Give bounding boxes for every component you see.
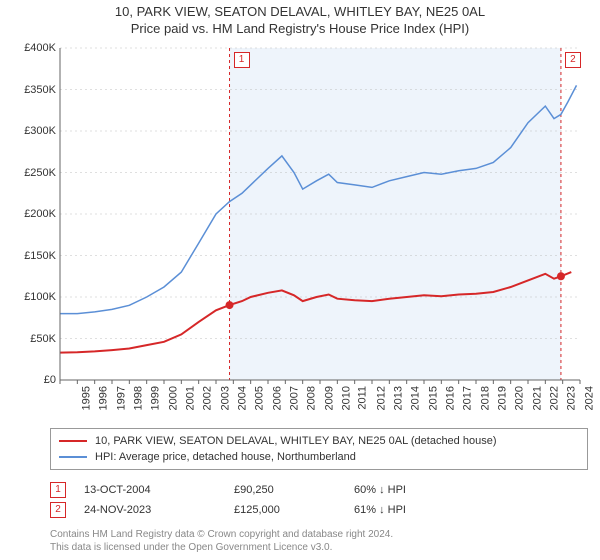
x-axis-label: 2003 bbox=[219, 386, 231, 410]
x-axis-label: 2020 bbox=[514, 386, 526, 410]
x-axis-label: 2021 bbox=[531, 386, 543, 410]
x-axis-label: 2019 bbox=[496, 386, 508, 410]
sale-marker-2: 2 bbox=[565, 52, 581, 68]
x-axis-label: 1995 bbox=[80, 386, 92, 410]
x-axis-label: 2008 bbox=[306, 386, 318, 410]
x-axis-label: 2005 bbox=[254, 386, 266, 410]
sale-row: 2 24-NOV-2023£125,00061% ↓ HPI bbox=[50, 500, 588, 520]
sale-marker-1: 1 bbox=[234, 52, 250, 68]
y-axis-label: £350K bbox=[24, 84, 56, 96]
x-axis-label: 2014 bbox=[410, 386, 422, 410]
legend-item: 10, PARK VIEW, SEATON DELAVAL, WHITLEY B… bbox=[59, 433, 579, 449]
legend: 10, PARK VIEW, SEATON DELAVAL, WHITLEY B… bbox=[50, 428, 588, 470]
y-axis-label: £100K bbox=[24, 291, 56, 303]
x-axis-label: 2000 bbox=[167, 386, 179, 410]
sale-price: £90,250 bbox=[234, 484, 354, 496]
x-axis-label: 1998 bbox=[132, 386, 144, 410]
footer-line: Contains HM Land Registry data © Crown c… bbox=[50, 528, 588, 541]
sale-date: 24-NOV-2023 bbox=[84, 504, 234, 516]
x-axis-label: 2017 bbox=[462, 386, 474, 410]
x-axis-label: 2010 bbox=[340, 386, 352, 410]
line-chart bbox=[10, 40, 590, 420]
y-axis-label: £150K bbox=[24, 250, 56, 262]
x-axis-label: 2002 bbox=[202, 386, 214, 410]
x-axis-label: 2012 bbox=[375, 386, 387, 410]
chart-area: £0 £50K £100K £150K £200K £250K £300K £350K £400… bbox=[10, 40, 590, 420]
x-axis-label: 2011 bbox=[357, 386, 369, 410]
x-axis-label: 2001 bbox=[184, 386, 196, 410]
x-axis-label: 2015 bbox=[427, 386, 439, 410]
x-axis-label: 2023 bbox=[566, 386, 578, 410]
sales-table: 1 13-OCT-2004£90,25060% ↓ HPI 2 24-NOV-2023… bbox=[50, 480, 588, 520]
sale-date: 13-OCT-2004 bbox=[84, 484, 234, 496]
chart-title: 10, PARK VIEW, SEATON DELAVAL, WHITLEY B… bbox=[0, 4, 600, 19]
x-axis-label: 2018 bbox=[479, 386, 491, 410]
x-axis-label: 2022 bbox=[548, 386, 560, 410]
y-axis-label: £250K bbox=[24, 167, 56, 179]
sale-price: £125,000 bbox=[234, 504, 354, 516]
x-axis-label: 2007 bbox=[288, 386, 300, 410]
x-axis-label: 2009 bbox=[323, 386, 335, 410]
y-axis-label: £200K bbox=[24, 208, 56, 220]
x-axis-label: 1999 bbox=[150, 386, 162, 410]
sale-row: 1 13-OCT-2004£90,25060% ↓ HPI bbox=[50, 480, 588, 500]
x-axis-label: 2016 bbox=[444, 386, 456, 410]
legend-label: HPI: Average price, detached house, Nort… bbox=[95, 451, 356, 463]
chart-subtitle: Price paid vs. HM Land Registry's House … bbox=[0, 21, 600, 36]
x-axis-label: 2004 bbox=[236, 386, 248, 410]
y-axis-label: £300K bbox=[24, 125, 56, 137]
legend-swatch bbox=[59, 456, 87, 458]
legend-item: HPI: Average price, detached house, Nort… bbox=[59, 449, 579, 465]
x-axis-label: 1996 bbox=[98, 386, 110, 410]
sale-relative-hpi: 61% ↓ HPI bbox=[354, 504, 588, 516]
x-axis-label: 2013 bbox=[392, 386, 404, 410]
y-axis-label: £50K bbox=[30, 333, 56, 345]
x-axis-label: 2006 bbox=[271, 386, 283, 410]
sale-marker-box: 2 bbox=[50, 502, 66, 518]
sale-marker-box: 1 bbox=[50, 482, 66, 498]
y-axis-label: £400K bbox=[24, 42, 56, 54]
legend-swatch bbox=[59, 440, 87, 442]
legend-label: 10, PARK VIEW, SEATON DELAVAL, WHITLEY B… bbox=[95, 435, 496, 447]
x-axis-label: 1997 bbox=[115, 386, 127, 410]
footer-attribution: Contains HM Land Registry data © Crown c… bbox=[50, 528, 588, 554]
x-axis-label: 2024 bbox=[583, 386, 595, 410]
y-axis-label: £0 bbox=[44, 374, 56, 386]
footer-line: This data is licensed under the Open Gov… bbox=[50, 541, 588, 554]
sale-relative-hpi: 60% ↓ HPI bbox=[354, 484, 588, 496]
